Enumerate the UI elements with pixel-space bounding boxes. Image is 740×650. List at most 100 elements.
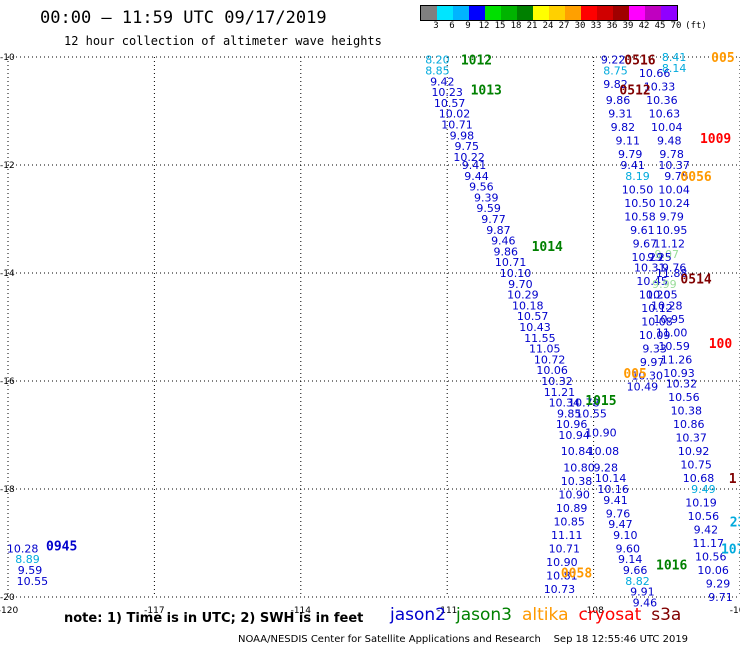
data-label: 10.92: [678, 445, 710, 458]
data-label: 10.75: [680, 459, 712, 472]
data-label: 10.32: [666, 378, 698, 391]
data-label: 10.19: [685, 497, 717, 510]
data-label: 10.55: [575, 407, 607, 420]
data-label: 8.85: [425, 65, 450, 78]
time-label: 1015: [585, 394, 616, 409]
data-label: 10.56: [688, 510, 720, 523]
data-label: 9.66: [623, 564, 648, 577]
time-label: 0056: [680, 170, 711, 185]
data-label: 10.71: [441, 119, 473, 132]
data-label: 10.56: [695, 551, 727, 564]
data-label: 8.14: [662, 62, 687, 75]
data-label: 10.71: [495, 256, 527, 269]
data-label: 10.29: [507, 289, 539, 302]
data-label: 10.08: [641, 316, 673, 329]
data-label: 11.05: [529, 343, 561, 356]
data-label: 9.59: [18, 564, 43, 577]
data-label: 10.57: [517, 310, 549, 323]
data-label: 8.20: [425, 54, 450, 67]
data-label: 10.78: [568, 397, 600, 410]
time-label: 0514: [680, 272, 711, 287]
data-label: 9.71: [708, 591, 733, 604]
data-label: 10.89: [556, 502, 588, 515]
time-label: 23: [730, 515, 740, 530]
data-label: 9.33: [642, 343, 667, 356]
data-label: 9.99: [652, 278, 677, 291]
colorbar-label: 18: [510, 21, 522, 31]
data-label: 9.98: [450, 129, 475, 142]
legend-item: cryosat: [578, 605, 642, 625]
colorbar-label: 45: [654, 21, 666, 31]
colorbar-label: 24: [542, 21, 554, 31]
colorbar-swatch: [437, 6, 453, 20]
data-label: 8.41: [662, 51, 687, 64]
y-tick-label: -12: [0, 161, 15, 171]
data-label: 10.58: [624, 210, 656, 223]
data-label: 10.08: [588, 445, 620, 458]
data-label: 11.12: [653, 237, 685, 250]
legend-item: jason2: [390, 605, 446, 625]
data-label: 9.28: [594, 461, 619, 474]
colorbar-swatch: [661, 6, 677, 20]
data-label: 10.38: [561, 475, 593, 488]
y-tick-label: -14: [0, 269, 15, 279]
colorbar-swatch: [645, 6, 661, 20]
y-tick-label: -10: [0, 53, 15, 63]
colorbar: [420, 5, 678, 21]
data-label: 9.41: [462, 159, 487, 172]
data-label: 10.02: [439, 108, 471, 121]
data-label: 10.96: [556, 418, 588, 431]
data-label: 10.57: [434, 97, 466, 110]
data-label: 10.38: [671, 405, 703, 418]
data-label: 9.91: [630, 586, 655, 599]
data-label: 10.90: [558, 488, 590, 501]
data-label: 10.93: [663, 367, 695, 380]
data-label: 10.06: [697, 564, 729, 577]
y-tick-label: -16: [0, 377, 15, 387]
data-label: 8.19: [625, 170, 650, 183]
data-label: 10.86: [673, 418, 705, 431]
data-label: 10.29: [632, 251, 664, 264]
chart-title: 00:00 – 11:59 UTC 09/17/2019: [40, 8, 327, 28]
data-label: 10.24: [658, 197, 690, 210]
data-label: 10.14: [595, 472, 627, 485]
data-label: 10.16: [597, 483, 629, 496]
data-label: 9.42: [430, 75, 455, 88]
colorbar-label: 70: [670, 21, 682, 31]
data-label: 9.79: [618, 148, 643, 161]
data-label: 10.23: [431, 86, 463, 99]
data-label: 10.90: [585, 426, 617, 439]
colorbar-swatch: [469, 6, 485, 20]
colorbar-label: 39: [622, 21, 634, 31]
data-label: 10.20: [639, 289, 671, 302]
time-label: 107: [721, 542, 740, 557]
data-label: 9.86: [494, 245, 519, 258]
time-label: 1012: [461, 54, 492, 69]
data-label: 10.32: [541, 375, 573, 388]
data-label: 10.04: [658, 183, 690, 196]
data-label: 10.37: [675, 432, 707, 445]
data-label: 10.12: [641, 302, 673, 315]
data-label: 10.45: [636, 275, 668, 288]
data-label: 9.47: [608, 518, 633, 531]
data-label: 10.59: [658, 340, 690, 353]
colorbar-label: 12: [478, 21, 490, 31]
x-tick-label: -111: [437, 606, 457, 616]
colorbar-label: 42: [638, 21, 650, 31]
colorbar-swatch: [581, 6, 597, 20]
data-label: 9.11: [616, 135, 641, 148]
data-label: 9.85: [557, 407, 582, 420]
colorbar-label: 27: [558, 21, 570, 31]
colorbar-swatch: [565, 6, 581, 20]
data-label: 10.81: [546, 569, 578, 582]
data-label: 10.37: [658, 159, 690, 172]
data-label: 10.05: [646, 289, 678, 302]
data-label: 9.77: [481, 213, 506, 226]
data-label: 9.46: [633, 596, 658, 609]
chart-subtitle: 12 hour collection of altimeter wave hei…: [64, 34, 382, 48]
colorbar-label: 15: [494, 21, 506, 31]
colorbar-label: 6: [449, 21, 455, 31]
data-label: 9.42: [694, 524, 719, 537]
data-label: 10.04: [651, 121, 683, 134]
data-label: 10.95: [653, 313, 685, 326]
